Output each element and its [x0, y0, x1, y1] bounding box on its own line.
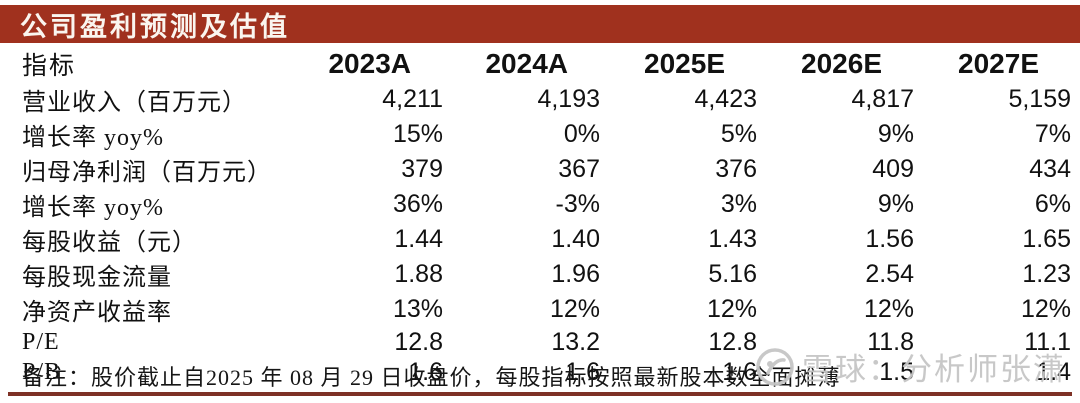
table-row: 归母净利润（百万元） 379 367 376 409 434: [14, 152, 1071, 187]
table-cell: 13.2: [551, 327, 600, 356]
table-cell: 1.96: [551, 260, 600, 288]
table-cell: 1.23: [1022, 260, 1071, 288]
table-cell: 1.6: [722, 357, 757, 386]
table-cell: 12%: [706, 295, 757, 323]
row-label: 营业收入（百万元）: [22, 90, 247, 116]
table-cell: 379: [401, 155, 443, 183]
row-label: 增长率 yoy%: [22, 195, 164, 221]
table-cell: 5,159: [1008, 85, 1071, 113]
table-cell: 1.43: [708, 225, 757, 253]
table-cell: 12%: [863, 295, 914, 323]
footnote: 备注：股价截止自2025 年 08 月 29 日收盘价，每股指标按照最新股本数全…: [22, 365, 841, 390]
table-row: 增长率 yoy% 36% -3% 3% 9% 6%: [14, 187, 1071, 222]
table-cell: 12.8: [708, 327, 757, 356]
table-cell: 409: [872, 155, 914, 183]
table-cell: 1.5: [879, 357, 914, 386]
row-label: 每股现金流量: [22, 265, 172, 291]
table-row: 增长率 yoy% 15% 0% 5% 9% 7%: [14, 117, 1071, 152]
table-cell: 4,193: [537, 85, 600, 113]
column-header-2023a: 2023A: [328, 48, 411, 79]
table-row: 每股收益（元） 1.44 1.40 1.43 1.56 1.65: [14, 222, 1071, 257]
table-row: 净资产收益率 13% 12% 12% 12% 12%: [14, 292, 1071, 327]
table-header-row: 指标 2023A 2024A 2025E 2026E 2027E: [14, 46, 1071, 82]
table-cell: 1.65: [1022, 225, 1071, 253]
table-cell: 1.40: [551, 225, 600, 253]
table-cell: 1.88: [394, 260, 443, 288]
table-cell: 12.8: [394, 327, 443, 356]
table-cell: 1.4: [1036, 357, 1071, 386]
table-cell: 7%: [1034, 120, 1071, 148]
table-cell: 11.8: [867, 327, 914, 356]
table-cell: 1.6: [408, 357, 443, 386]
table-cell: 3%: [720, 190, 757, 218]
table-cell: 1.56: [865, 225, 914, 253]
table-row: 营业收入（百万元） 4,211 4,193 4,423 4,817 5,159: [14, 82, 1071, 117]
table-cell: 367: [558, 155, 600, 183]
column-header-2026e: 2026E: [801, 48, 882, 79]
table-cell: -3%: [555, 190, 600, 218]
table-cell: 4,817: [851, 85, 914, 113]
table-cell: 0%: [563, 120, 600, 148]
table-cell: 12%: [549, 295, 600, 323]
table-cell: 15%: [392, 120, 443, 148]
table-cell: 9%: [877, 120, 914, 148]
row-label: 增长率 yoy%: [22, 125, 164, 151]
bottom-divider: [8, 392, 1072, 396]
table-row: P/B 1.6 1.6 1.6 1.5 1.4: [14, 357, 1071, 387]
table-cell: 4,211: [382, 85, 443, 113]
table-cell: 5%: [720, 120, 757, 148]
table-cell: 376: [715, 155, 757, 183]
section-title: 公司盈利预测及估值: [20, 11, 290, 42]
column-header-2027e: 2027E: [958, 48, 1039, 79]
table-cell: 11.1: [1024, 327, 1071, 356]
column-header-2025e: 2025E: [644, 48, 725, 79]
column-header-metric: 指标: [22, 53, 77, 80]
table-cell: 1.6: [565, 357, 600, 386]
table-cell: 9%: [877, 190, 914, 218]
table-cell: 4,423: [694, 85, 757, 113]
table-cell: 2.54: [865, 260, 914, 288]
table-cell: 6%: [1034, 190, 1071, 218]
row-label: 净资产收益率: [22, 300, 172, 326]
table-row: 每股现金流量 1.88 1.96 5.16 2.54 1.23: [14, 257, 1071, 292]
row-label: P/E: [22, 328, 60, 355]
table-cell: 5.16: [708, 260, 757, 288]
table-cell: 36%: [392, 190, 443, 218]
row-label: 每股收益（元）: [22, 230, 197, 256]
table-cell: 13%: [392, 295, 443, 323]
forecast-table: 指标 2023A 2024A 2025E 2026E 2027E 营业收入（百万…: [14, 46, 1071, 387]
section-title-bar: 公司盈利预测及估值: [0, 5, 1080, 43]
table-cell: 434: [1029, 155, 1071, 183]
row-label: 归母净利润（百万元）: [22, 160, 272, 186]
table-cell: 12%: [1020, 295, 1071, 323]
column-header-2024a: 2024A: [485, 48, 568, 79]
row-label: P/B: [22, 358, 62, 385]
table-cell: 1.44: [394, 225, 443, 253]
table-row: P/E 12.8 13.2 12.8 11.8 11.1: [14, 327, 1071, 357]
